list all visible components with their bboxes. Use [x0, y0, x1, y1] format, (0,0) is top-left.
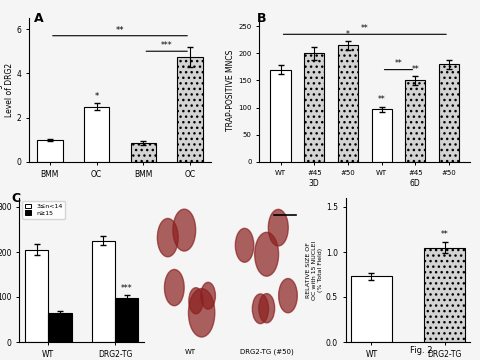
Circle shape	[259, 294, 275, 323]
Text: WT: WT	[185, 349, 196, 355]
Text: B: B	[257, 12, 266, 25]
Circle shape	[189, 289, 215, 337]
Bar	[439, 64, 459, 162]
Bar	[115, 298, 138, 342]
Circle shape	[252, 294, 268, 324]
Text: **: **	[378, 95, 385, 104]
Bar	[372, 109, 392, 162]
Circle shape	[255, 232, 278, 276]
Text: ***: ***	[161, 41, 172, 50]
Text: **: **	[395, 59, 402, 68]
Bar	[84, 107, 109, 162]
Text: C: C	[12, 193, 21, 206]
Bar	[37, 140, 63, 162]
Circle shape	[268, 210, 288, 246]
Text: *: *	[346, 30, 350, 39]
Circle shape	[279, 279, 297, 313]
Text: *: *	[95, 92, 99, 101]
Bar	[304, 53, 324, 162]
Text: **: **	[116, 26, 124, 35]
Bar	[338, 45, 358, 162]
Circle shape	[173, 209, 196, 251]
Bar	[25, 250, 48, 342]
Circle shape	[189, 288, 203, 314]
Bar	[131, 143, 156, 162]
Text: Fig. 2: Fig. 2	[409, 346, 432, 355]
Text: **: **	[411, 65, 419, 74]
Bar	[48, 313, 72, 342]
Circle shape	[157, 219, 178, 257]
Bar	[351, 276, 392, 342]
Circle shape	[165, 270, 184, 306]
Text: **: **	[361, 24, 369, 33]
Text: **: **	[441, 230, 448, 239]
Bar	[271, 69, 291, 162]
Y-axis label: Fold Change mRNA
Level of DRG2: Fold Change mRNA Level of DRG2	[0, 53, 13, 127]
Text: 6D: 6D	[410, 179, 420, 188]
Circle shape	[235, 228, 254, 262]
Bar	[92, 241, 115, 342]
Y-axis label: RELATIVE SIZE OF
OC with 15 NUCLEI
(% Total Field): RELATIVE SIZE OF OC with 15 NUCLEI (% To…	[306, 240, 323, 300]
Bar	[405, 81, 425, 162]
Text: ***: ***	[121, 284, 132, 292]
Text: DRG2-TG (#50): DRG2-TG (#50)	[240, 349, 293, 355]
Bar	[177, 57, 203, 162]
Circle shape	[201, 282, 216, 309]
Text: 3D: 3D	[309, 179, 320, 188]
Bar	[424, 248, 465, 342]
Text: A: A	[34, 13, 43, 26]
Legend: 3≤n<14, n≥15: 3≤n<14, n≥15	[23, 201, 65, 219]
Y-axis label: TRAP-POSITIVE MNCS: TRAP-POSITIVE MNCS	[226, 49, 235, 131]
